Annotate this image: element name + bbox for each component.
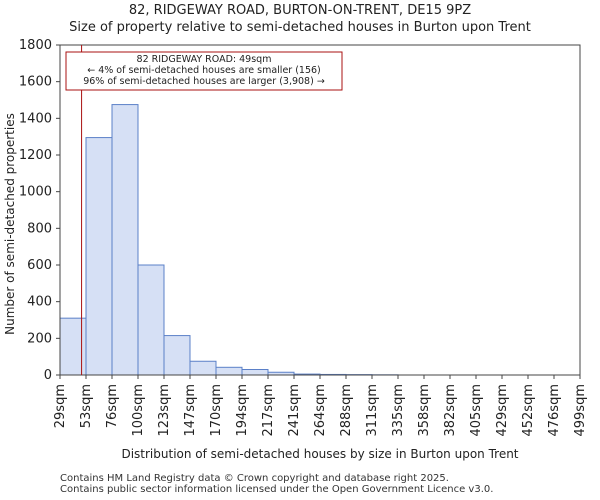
x-axis-label: Distribution of semi-detached houses by … [121, 447, 518, 461]
annotation-box [65, 51, 343, 91]
annotation-line: 82 RIDGEWAY ROAD: 49sqm [137, 54, 272, 65]
histogram-bar [189, 360, 217, 376]
y-tick-label: 800 [27, 221, 52, 236]
x-tick-label: 382sqm [443, 384, 458, 437]
y-tick-label: 1800 [19, 38, 52, 53]
histogram-bar [163, 335, 191, 376]
footer-copyright: Contains HM Land Registry data © Crown c… [60, 473, 449, 484]
x-tick-label: 100sqm [131, 384, 146, 437]
x-tick-label: 405sqm [469, 384, 484, 437]
x-tick-label: 241sqm [287, 384, 302, 437]
annotation-line: ← 4% of semi-detached houses are smaller… [87, 65, 321, 76]
x-tick-label: 335sqm [391, 384, 406, 437]
histogram-bar [59, 317, 87, 376]
x-tick-label: 311sqm [365, 384, 380, 437]
y-axis-label: Number of semi-detached properties [3, 113, 17, 335]
x-tick-label: 452sqm [521, 384, 536, 437]
x-tick-label: 476sqm [547, 384, 562, 437]
chart-title: 82, RIDGEWAY ROAD, BURTON-ON-TRENT, DE15… [128, 3, 472, 18]
chart-subtitle: Size of property relative to semi-detach… [69, 20, 531, 35]
annotation-line: 96% of semi-detached houses are larger (… [83, 76, 325, 87]
histogram-bar [215, 366, 243, 376]
x-tick-label: 499sqm [573, 384, 588, 437]
x-tick-label: 170sqm [209, 384, 224, 437]
x-tick-label: 123sqm [157, 384, 172, 437]
y-tick-label: 400 [27, 295, 52, 310]
x-tick-label: 429sqm [495, 384, 510, 437]
x-tick-label: 288sqm [339, 384, 354, 437]
footer-licence: Contains public sector information licen… [60, 484, 494, 495]
x-tick-label: 194sqm [235, 384, 250, 437]
y-tick-label: 200 [27, 331, 52, 346]
x-tick-label: 147sqm [183, 384, 198, 437]
histogram-bar [111, 104, 139, 376]
histogram-bar [137, 264, 165, 376]
y-tick-label: 600 [27, 258, 52, 273]
x-tick-label: 217sqm [261, 384, 276, 437]
x-tick-label: 358sqm [417, 384, 432, 437]
x-tick-label: 264sqm [313, 384, 328, 437]
histogram-bar [241, 369, 269, 376]
y-tick-label: 1600 [19, 75, 52, 90]
x-tick-label: 76sqm [105, 384, 120, 428]
x-tick-label: 53sqm [79, 384, 94, 428]
y-tick-label: 1000 [19, 185, 52, 200]
histogram-bar [85, 137, 113, 376]
y-tick-label: 1200 [19, 148, 52, 163]
y-tick-label: 1400 [19, 111, 52, 126]
x-tick-label: 29sqm [53, 384, 68, 428]
y-tick-label: 0 [44, 368, 52, 383]
histogram-chart: 82 RIDGEWAY ROAD: 49sqm← 4% of semi-deta… [3, 38, 588, 461]
